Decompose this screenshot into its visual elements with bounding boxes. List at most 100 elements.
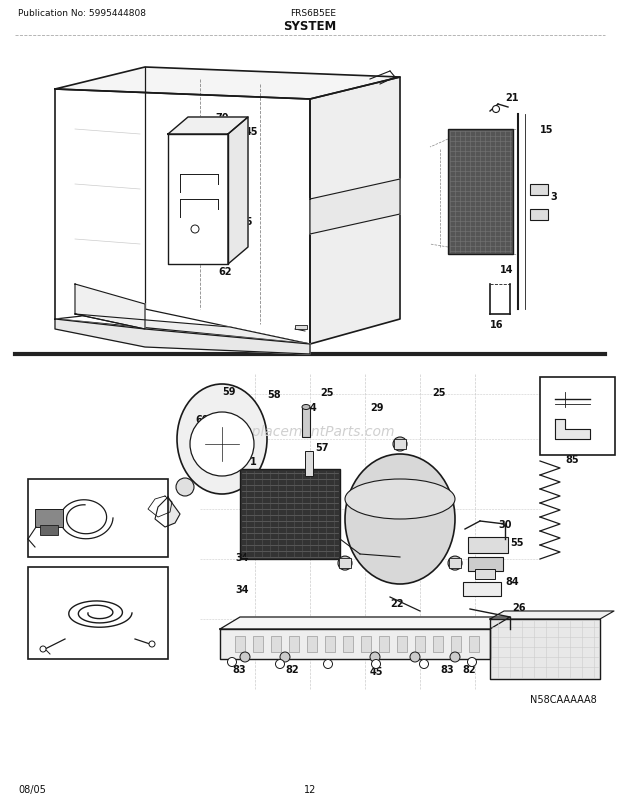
Ellipse shape xyxy=(345,455,455,585)
Text: 59: 59 xyxy=(222,387,236,396)
Text: Publication No: 5995444808: Publication No: 5995444808 xyxy=(18,10,146,18)
Circle shape xyxy=(228,658,236,666)
Polygon shape xyxy=(55,90,310,345)
Bar xyxy=(240,469,340,559)
Bar xyxy=(451,636,461,652)
Polygon shape xyxy=(75,314,310,345)
Text: 1: 1 xyxy=(250,456,257,467)
Text: 57: 57 xyxy=(315,443,329,452)
Ellipse shape xyxy=(302,405,310,410)
Bar xyxy=(325,636,335,652)
Text: 12: 12 xyxy=(304,784,316,794)
Polygon shape xyxy=(220,618,510,630)
Text: 25: 25 xyxy=(320,387,334,398)
Circle shape xyxy=(393,437,407,452)
Text: 45: 45 xyxy=(370,666,384,676)
Text: eReplacementParts.com: eReplacementParts.com xyxy=(225,424,395,439)
Ellipse shape xyxy=(177,384,267,494)
Circle shape xyxy=(176,479,194,496)
Bar xyxy=(449,558,461,569)
Text: 25: 25 xyxy=(432,387,446,398)
Circle shape xyxy=(450,652,460,662)
Bar xyxy=(295,326,307,330)
Bar xyxy=(289,636,299,652)
Bar xyxy=(463,582,501,596)
Circle shape xyxy=(448,557,462,570)
Bar xyxy=(305,452,313,476)
Polygon shape xyxy=(555,419,590,439)
Bar xyxy=(475,569,495,579)
Bar xyxy=(468,557,503,571)
Circle shape xyxy=(240,652,250,662)
Text: 42: 42 xyxy=(95,481,108,492)
Polygon shape xyxy=(490,619,600,679)
Bar xyxy=(433,636,443,652)
Polygon shape xyxy=(168,118,248,135)
Text: 3: 3 xyxy=(550,192,557,202)
Circle shape xyxy=(280,652,290,662)
Bar xyxy=(448,130,513,255)
Circle shape xyxy=(467,658,477,666)
Polygon shape xyxy=(55,68,400,100)
Circle shape xyxy=(40,646,46,652)
Bar xyxy=(540,378,615,456)
Bar xyxy=(339,558,351,569)
Bar xyxy=(235,636,245,652)
Text: 22: 22 xyxy=(390,598,404,608)
Text: SYSTEM: SYSTEM xyxy=(283,21,337,34)
Bar xyxy=(394,439,406,449)
Circle shape xyxy=(275,660,285,669)
Bar xyxy=(302,407,310,437)
Text: 23: 23 xyxy=(415,542,428,553)
Text: 41: 41 xyxy=(585,376,598,387)
Bar xyxy=(361,636,371,652)
Bar xyxy=(28,480,168,557)
Text: 61: 61 xyxy=(152,494,166,504)
Ellipse shape xyxy=(345,480,455,520)
Bar xyxy=(271,636,281,652)
Text: 58: 58 xyxy=(267,390,281,399)
Circle shape xyxy=(420,660,428,669)
Polygon shape xyxy=(75,285,145,330)
Bar xyxy=(343,636,353,652)
Circle shape xyxy=(191,225,199,233)
Circle shape xyxy=(338,557,352,570)
Text: 16: 16 xyxy=(490,320,503,330)
Text: 45: 45 xyxy=(240,217,254,227)
Circle shape xyxy=(190,412,254,476)
Text: 44: 44 xyxy=(597,427,611,436)
Text: 08/05: 08/05 xyxy=(18,784,46,794)
Bar xyxy=(307,636,317,652)
Circle shape xyxy=(149,642,155,647)
Bar xyxy=(530,184,548,196)
Polygon shape xyxy=(310,180,400,235)
Text: 15: 15 xyxy=(540,125,554,135)
Text: N58CAAAAA8: N58CAAAAA8 xyxy=(530,695,596,704)
Circle shape xyxy=(410,652,420,662)
Text: 82: 82 xyxy=(285,664,299,674)
Bar xyxy=(28,567,168,659)
Polygon shape xyxy=(148,496,172,517)
Polygon shape xyxy=(310,78,400,345)
Polygon shape xyxy=(228,118,248,265)
Text: 83: 83 xyxy=(232,664,246,674)
Bar xyxy=(35,509,63,528)
Bar xyxy=(40,525,58,535)
Text: 70: 70 xyxy=(215,113,229,123)
Text: 84: 84 xyxy=(505,577,518,586)
Polygon shape xyxy=(220,630,490,659)
Text: 55: 55 xyxy=(510,537,523,547)
Bar xyxy=(253,636,263,652)
Text: 62: 62 xyxy=(218,267,231,277)
Text: 32: 32 xyxy=(490,562,503,573)
Bar xyxy=(468,537,508,553)
Text: 4: 4 xyxy=(310,403,317,412)
Text: 30: 30 xyxy=(498,520,511,529)
Text: 14: 14 xyxy=(500,265,513,274)
Bar xyxy=(469,636,479,652)
Text: 21: 21 xyxy=(505,93,518,103)
Text: 34: 34 xyxy=(235,553,249,562)
Text: 29: 29 xyxy=(370,403,384,412)
Bar xyxy=(530,210,548,221)
Text: 83: 83 xyxy=(440,664,454,674)
